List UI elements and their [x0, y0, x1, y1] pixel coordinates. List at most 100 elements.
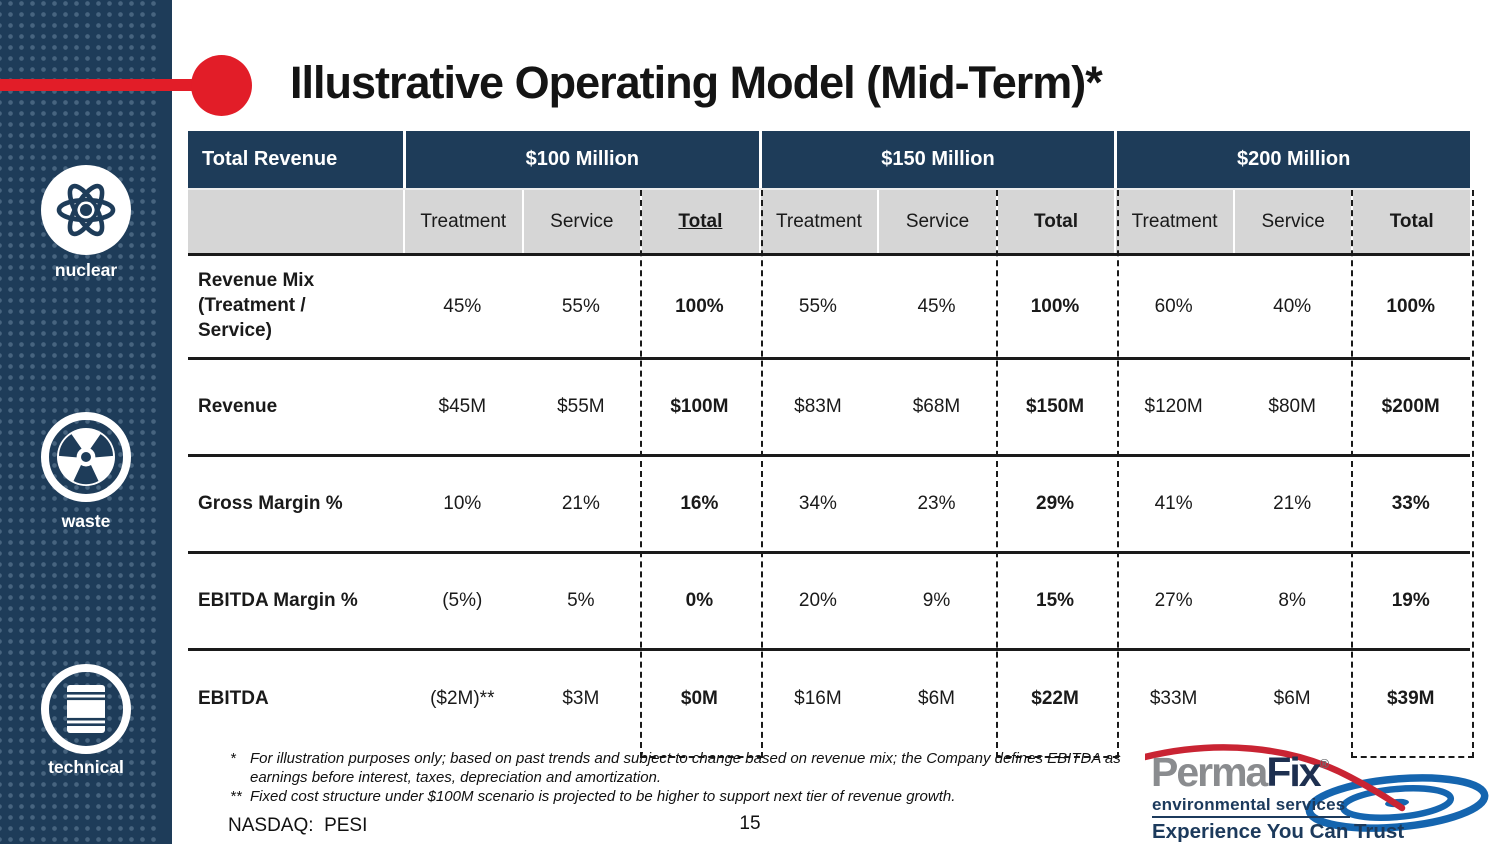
logo-fix: Fix	[1266, 749, 1321, 795]
table-cell-total: 19%	[1391, 590, 1430, 611]
logo-divider	[1152, 816, 1350, 818]
row-label: Revenue	[198, 396, 278, 418]
table-cell: (5%)	[442, 590, 483, 611]
sidebar: nuclear waste technical	[0, 0, 172, 844]
sidebar-item-technical: technical	[48, 757, 124, 777]
table-row: EBITDA ($2M)** $3M $0M $16M $6M $22M $33…	[188, 648, 1470, 746]
table-cell-total: 100%	[1030, 295, 1080, 317]
table-cell: 41%	[1154, 493, 1193, 514]
subheader-treatment: Treatment	[1114, 190, 1233, 253]
row-label: Revenue Mix (Treatment / Service)	[188, 256, 403, 357]
logo-tagline-trust: Experience You Can Trust	[1152, 820, 1405, 843]
permafix-logo: PermaFix® environmental services Experie…	[1145, 739, 1497, 843]
table-cell-total: 100%	[675, 295, 724, 317]
footnote-text: For illustration purposes only; based on…	[250, 750, 1121, 787]
subheader-total: Total	[1351, 190, 1470, 253]
table-cell-total: $150M	[1025, 396, 1085, 417]
table-cell: 23%	[917, 493, 956, 514]
table-cell-total: $22M	[1031, 687, 1079, 709]
table-cell-total: 16%	[680, 493, 719, 514]
table-cell-total: $0M	[680, 687, 718, 709]
group-header-150m: $150 Million	[758, 131, 1115, 188]
ripple-icon	[1305, 774, 1489, 832]
table-cell: 8%	[1278, 590, 1306, 611]
logo-perma: Perma	[1151, 749, 1268, 795]
table-cell-total: 33%	[1391, 493, 1430, 514]
table-cell-total: $100M	[670, 396, 729, 417]
table-cell: 60%	[1154, 295, 1193, 317]
page-title: Illustrative Operating Model (Mid-Term)*	[290, 57, 1103, 108]
table-cell: $6M	[1273, 687, 1311, 709]
footnotes: * For illustration purposes only; based …	[230, 749, 1135, 807]
table-cell: $120M	[1144, 396, 1203, 417]
table-corner-header: Total Revenue	[202, 148, 338, 170]
table-cell: 5%	[567, 590, 595, 611]
row-label: EBITDA Margin %	[198, 590, 358, 612]
table-cell: 27%	[1154, 590, 1193, 611]
sidebar-item-nuclear: nuclear	[54, 260, 118, 280]
footnote: * For illustration purposes only; based …	[230, 749, 1135, 787]
table-cell: $45M	[438, 396, 487, 417]
table-cell: 40%	[1273, 295, 1312, 317]
table-cell: ($2M)**	[430, 687, 495, 709]
table-cell-total: 29%	[1036, 493, 1075, 514]
table-cell: $83M	[794, 396, 842, 417]
table-cell: 21%	[1273, 493, 1312, 514]
subheader-service: Service	[1232, 190, 1352, 253]
subheader-blank	[188, 190, 403, 253]
subheader-total: Total	[995, 190, 1115, 253]
atom-icon	[41, 165, 131, 255]
table-cell: $80M	[1268, 396, 1316, 417]
footnote-marker: *	[230, 750, 236, 767]
table-cell: $55M	[557, 396, 605, 417]
operating-model-table: Total Revenue $100 Million $150 Million …	[188, 131, 1474, 758]
table-row: Revenue $45M $55M $100M $83M $68M $150M …	[188, 357, 1470, 454]
table-cell: 21%	[561, 493, 600, 514]
table-cell-total: $39M	[1386, 687, 1435, 709]
registered-mark: ®	[1319, 756, 1330, 771]
table-row: EBITDA Margin % (5%) 5% 0% 20% 9% 15% 27…	[188, 551, 1470, 648]
table-cell-total: 100%	[1386, 295, 1436, 317]
swoosh-icon	[1145, 744, 1406, 812]
table-subheader-row: Treatment Service Total Treatment Servic…	[188, 190, 1470, 253]
table-cell: $33M	[1149, 687, 1198, 709]
subheader-service: Service	[877, 190, 996, 253]
subheader-total: Total	[640, 190, 759, 253]
table-cell-total: 15%	[1036, 590, 1075, 611]
table-cell: 45%	[443, 295, 482, 317]
subheader-service: Service	[521, 190, 641, 253]
logo-graphics	[1145, 744, 1489, 832]
logo-tagline-services: environmental services	[1152, 795, 1346, 814]
sidebar-item-waste: waste	[61, 511, 111, 531]
table-cell: $16M	[794, 687, 842, 709]
table-cell-total: 0%	[685, 590, 714, 611]
table-cell: 55%	[798, 295, 837, 317]
table-cell: $68M	[912, 396, 961, 417]
table-cell: 55%	[561, 295, 600, 317]
logo-wordmark: PermaFix®	[1151, 752, 1329, 793]
footnote-marker: **	[230, 788, 242, 806]
footnote-text: Fixed cost structure under $100M scenari…	[250, 788, 956, 806]
table-cell: $3M	[562, 687, 600, 709]
table-header-row: Total Revenue $100 Million $150 Million …	[188, 131, 1470, 190]
red-accent-line	[0, 79, 201, 91]
table-cell: 34%	[798, 493, 837, 514]
table-cell: 20%	[798, 590, 837, 611]
table-cell: 10%	[443, 493, 482, 514]
table-cell: 45%	[917, 295, 956, 317]
table-cell-total: $200M	[1381, 396, 1440, 417]
group-header-100m: $100 Million	[403, 131, 759, 188]
red-accent-circle	[191, 55, 252, 116]
subheader-treatment: Treatment	[403, 190, 522, 253]
row-label: EBITDA	[198, 687, 269, 709]
row-label-text: Revenue Mix (Treatment / Service)	[198, 270, 315, 342]
row-label: Gross Margin %	[198, 493, 343, 515]
table-row: Gross Margin % 10% 21% 16% 34% 23% 29% 4…	[188, 454, 1470, 551]
table-cell: 9%	[922, 590, 951, 611]
group-header-200m: $200 Million	[1114, 131, 1470, 188]
footnote: ** Fixed cost structure under $100M scen…	[230, 787, 1135, 806]
barrel-icon	[41, 664, 131, 754]
ticker-label: NASDAQ: PESI	[228, 815, 368, 836]
radiation-icon	[41, 412, 131, 502]
page-number: 15	[739, 813, 761, 834]
